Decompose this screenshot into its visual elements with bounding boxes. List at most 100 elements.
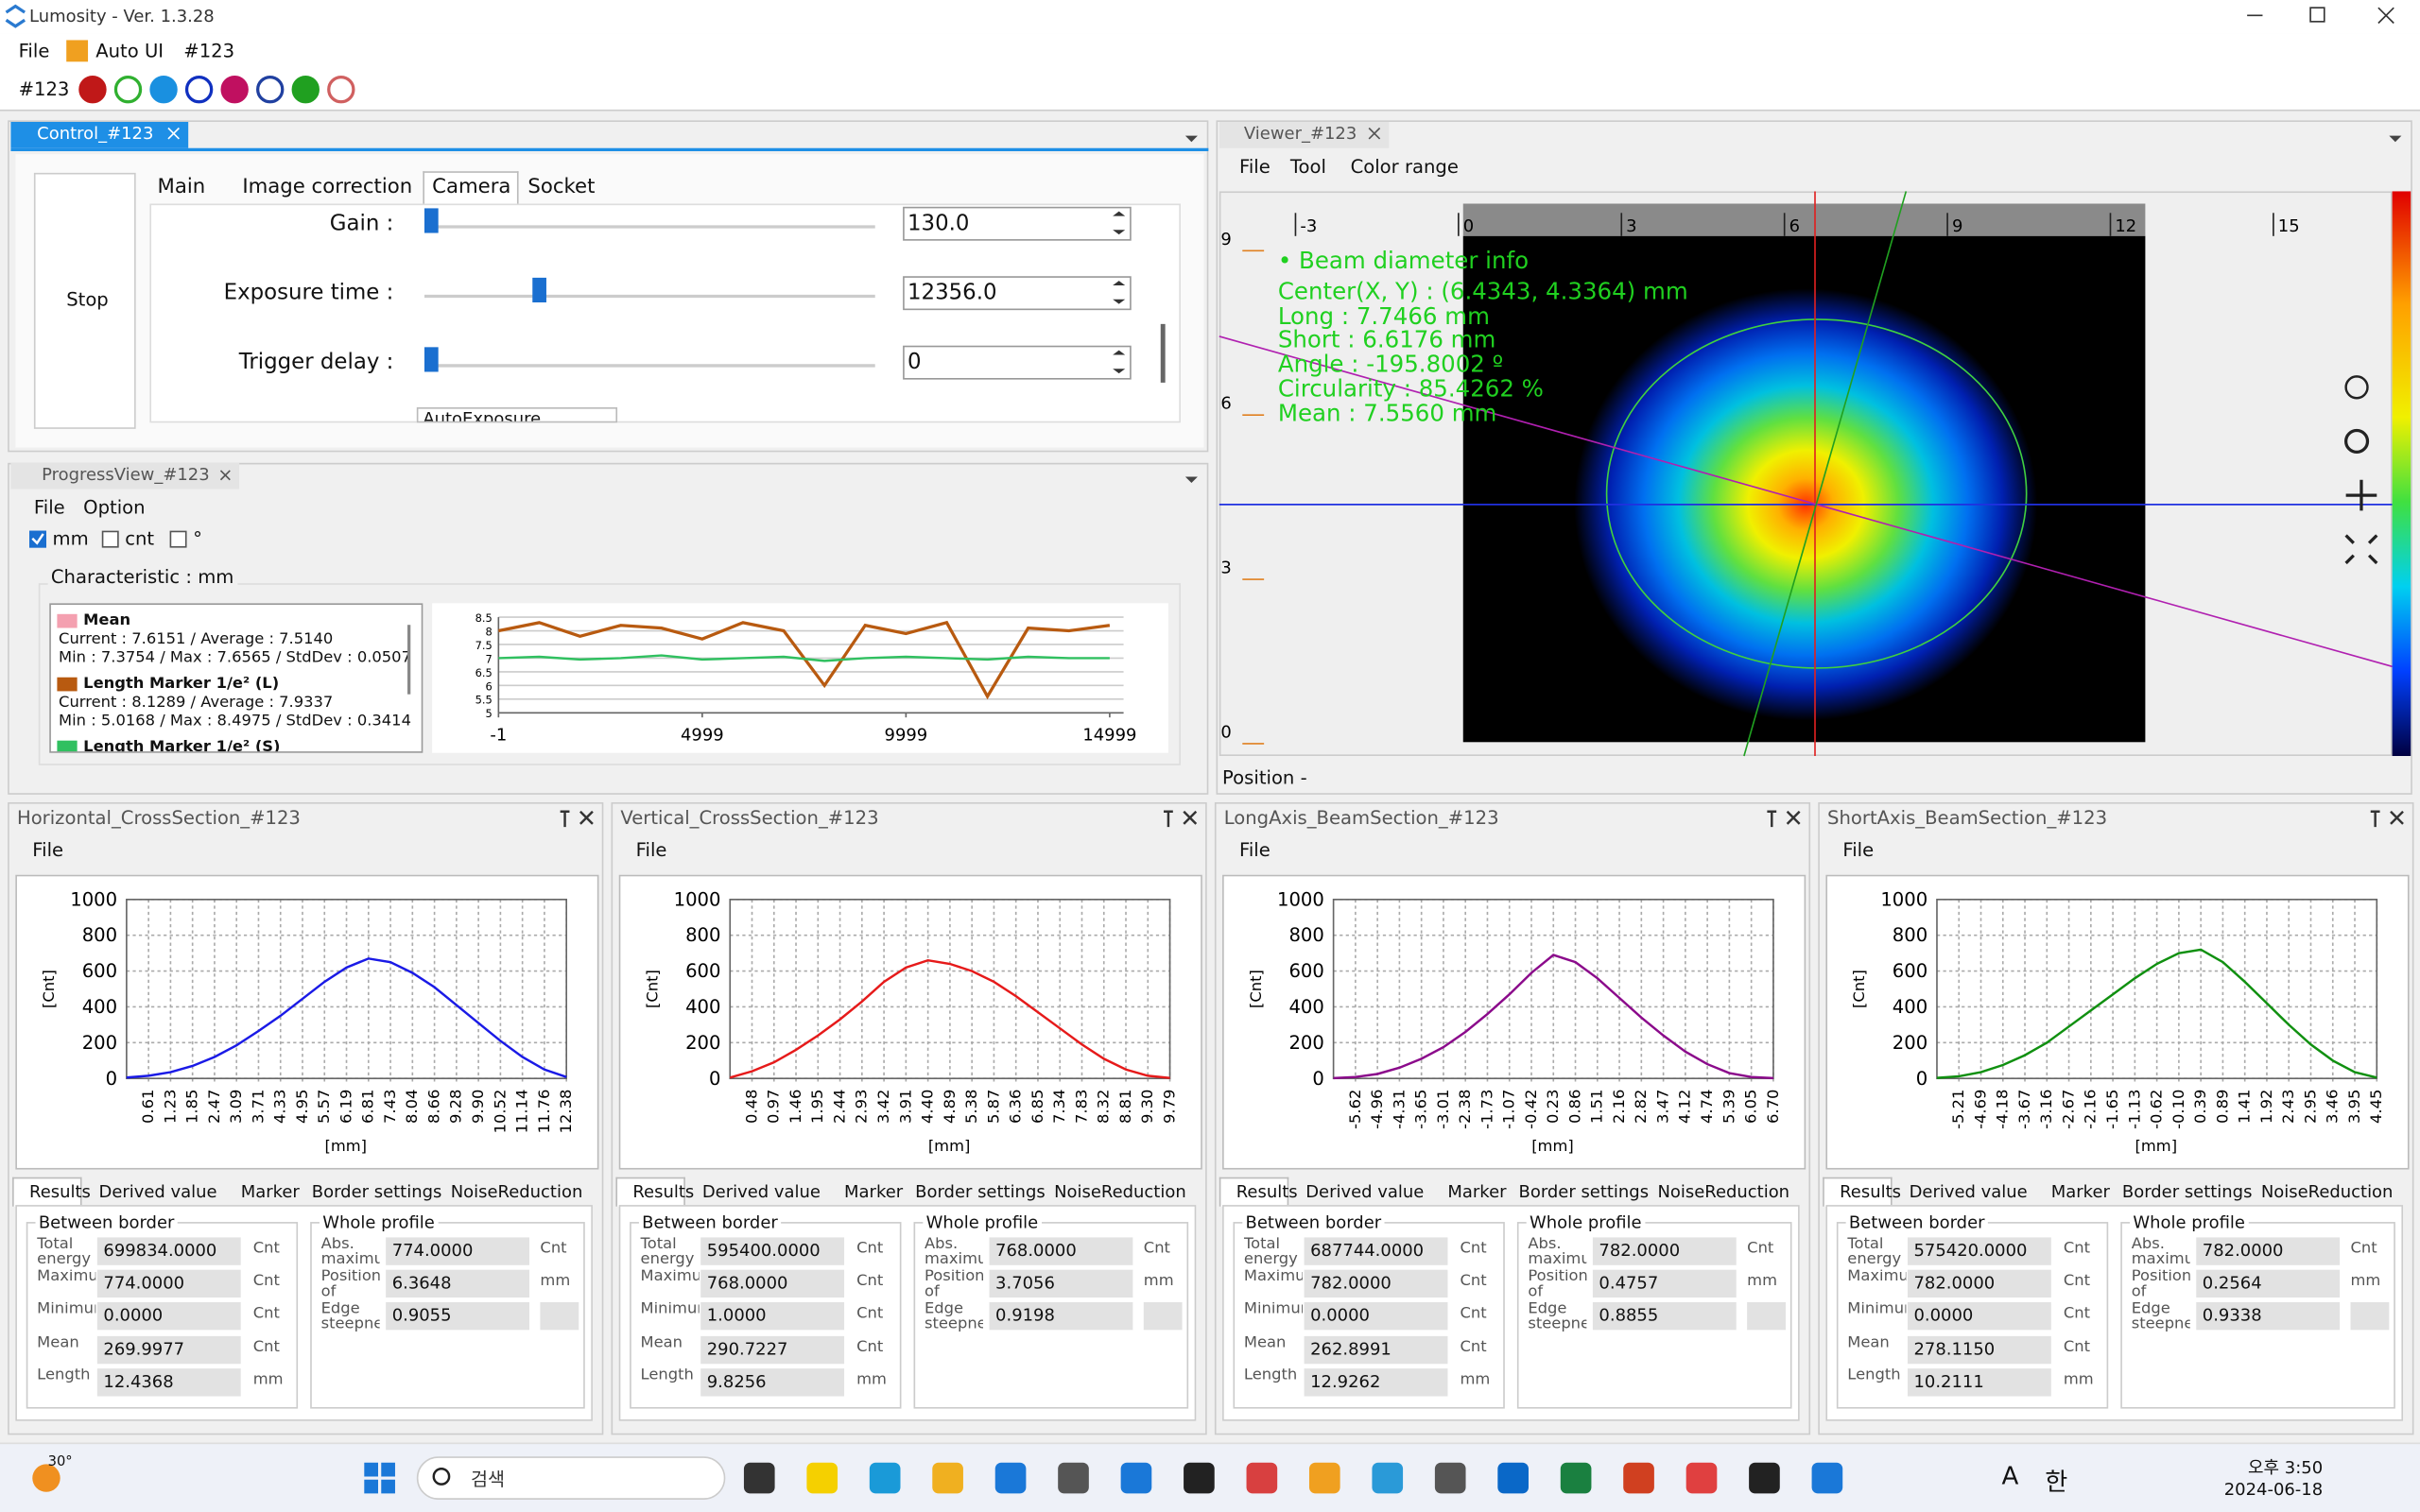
section-menu[interactable]: File xyxy=(1842,839,1875,862)
taskbar-app[interactable] xyxy=(994,1462,1027,1494)
taskbar-app[interactable] xyxy=(932,1462,963,1494)
fit-tool[interactable] xyxy=(2344,534,2378,565)
result-tab[interactable]: Results xyxy=(1236,1181,1298,1202)
toolbar-button[interactable] xyxy=(149,75,178,104)
taskbar-app[interactable] xyxy=(743,1462,775,1494)
start-button[interactable] xyxy=(364,1462,395,1494)
param-label: Trigger delay : xyxy=(238,350,394,375)
result-tab[interactable]: NoiseReduction xyxy=(2260,1181,2394,1202)
checkbox[interactable] xyxy=(169,530,187,548)
slider-thumb[interactable] xyxy=(532,277,546,302)
menu-item[interactable]: #123 xyxy=(183,40,235,62)
toolbar-button[interactable] xyxy=(291,75,320,104)
taskbar-app[interactable] xyxy=(1372,1462,1404,1494)
toolbar-button[interactable] xyxy=(220,75,249,104)
result-tab[interactable]: Marker xyxy=(1447,1181,1507,1202)
toolbar-button[interactable] xyxy=(327,75,355,104)
search-box[interactable] xyxy=(416,1456,726,1500)
result-tab[interactable]: NoiseReduction xyxy=(1657,1181,1790,1202)
taskbar-app[interactable] xyxy=(806,1462,838,1494)
control-tab-item[interactable]: Image correction xyxy=(242,176,413,199)
section-menu[interactable]: File xyxy=(1239,839,1270,862)
taskbar-app[interactable] xyxy=(1497,1462,1529,1494)
taskbar-app[interactable] xyxy=(1058,1462,1089,1494)
viewer-menu-item[interactable]: File xyxy=(1239,155,1270,178)
result-tab[interactable]: Derived value xyxy=(1305,1181,1425,1202)
close-button[interactable] xyxy=(579,810,594,825)
section-menu[interactable]: File xyxy=(32,839,64,862)
close-button[interactable] xyxy=(2390,810,2404,825)
checkbox[interactable] xyxy=(101,530,119,548)
section-menu[interactable]: File xyxy=(635,839,667,862)
pin-button[interactable] xyxy=(2370,810,2380,828)
taskbar-app[interactable] xyxy=(1308,1462,1340,1494)
tray-item[interactable]: A xyxy=(2001,1461,2019,1491)
param-input[interactable] xyxy=(903,206,1132,241)
result-tab[interactable]: Marker xyxy=(2050,1181,2110,1202)
checkbox-label[interactable]: mm xyxy=(52,527,89,550)
progress-menu-item[interactable]: Option xyxy=(83,496,146,519)
viewer-menu-item[interactable]: Color range xyxy=(1350,155,1459,178)
taskbar-app[interactable] xyxy=(1685,1462,1718,1494)
slider-thumb[interactable] xyxy=(424,347,439,372)
result-tab[interactable]: Derived value xyxy=(701,1181,821,1202)
pin-button[interactable] xyxy=(560,810,570,828)
result-tab[interactable]: Marker xyxy=(844,1181,904,1202)
x-tick-label: 0.39 xyxy=(2191,1090,2209,1124)
x-tick-label: 3.91 xyxy=(896,1090,914,1124)
result-tab[interactable]: Results xyxy=(632,1181,695,1202)
checkbox-label[interactable]: cnt xyxy=(125,527,155,550)
taskbar-app[interactable] xyxy=(1560,1462,1592,1494)
zoom-tool[interactable] xyxy=(2343,428,2370,454)
viewer-tab[interactable] xyxy=(1219,121,1390,148)
taskbar-app[interactable] xyxy=(1184,1462,1215,1494)
menu-item[interactable]: File xyxy=(18,40,50,62)
taskbar-app[interactable] xyxy=(1120,1462,1152,1494)
progress-tab[interactable] xyxy=(10,462,240,490)
zoom-area-tool[interactable] xyxy=(2344,375,2369,400)
close-button[interactable] xyxy=(1786,810,1801,825)
taskbar-app[interactable] xyxy=(1811,1462,1843,1494)
pin-button[interactable] xyxy=(1767,810,1777,828)
close-button[interactable] xyxy=(1183,810,1198,825)
stop-label[interactable]: Stop xyxy=(66,288,109,311)
result-tab[interactable]: Marker xyxy=(240,1181,300,1202)
result-tab[interactable]: Border settings xyxy=(915,1181,1046,1202)
toolbar-button[interactable] xyxy=(256,75,285,104)
taskbar-app[interactable] xyxy=(1434,1462,1466,1494)
taskbar-app[interactable] xyxy=(1749,1462,1780,1494)
result-tab[interactable]: Border settings xyxy=(311,1181,442,1202)
pin-button[interactable] xyxy=(1164,810,1173,828)
result-tab[interactable]: Derived value xyxy=(1909,1181,2028,1202)
group-title: Whole profile xyxy=(2130,1212,2249,1233)
menu-item[interactable]: Auto UI xyxy=(95,40,164,62)
control-tab[interactable] xyxy=(10,121,189,148)
result-tab[interactable]: NoiseReduction xyxy=(1054,1181,1186,1202)
control-tab-item[interactable]: Main xyxy=(157,176,206,199)
result-unit: Cnt xyxy=(856,1305,884,1323)
toolbar-button[interactable] xyxy=(78,75,107,104)
checkbox-label[interactable]: ° xyxy=(193,527,202,550)
result-tab[interactable]: Border settings xyxy=(2121,1181,2253,1202)
toolbar-button[interactable] xyxy=(184,75,214,104)
result-tab[interactable]: NoiseReduction xyxy=(450,1181,583,1202)
toolbar-button[interactable] xyxy=(113,75,143,104)
progress-menu-item[interactable]: File xyxy=(33,496,65,519)
result-tab[interactable]: Results xyxy=(29,1181,91,1202)
control-tab-item[interactable]: Camera xyxy=(432,176,511,199)
pan-tool[interactable] xyxy=(2345,479,2377,511)
taskbar-app[interactable] xyxy=(1623,1462,1654,1494)
viewer-menu-item[interactable]: Tool xyxy=(1289,155,1326,178)
param-input[interactable] xyxy=(903,345,1132,380)
slider-thumb[interactable] xyxy=(424,208,439,233)
result-tab[interactable]: Results xyxy=(1840,1181,1901,1202)
tray-item[interactable]: 한 xyxy=(2045,1467,2068,1497)
taskbar-app[interactable] xyxy=(1246,1462,1278,1494)
x-tick-label: 5.39 xyxy=(1720,1090,1737,1124)
result-tab[interactable]: Derived value xyxy=(98,1181,217,1202)
param-input[interactable] xyxy=(903,276,1132,311)
taskbar-app[interactable] xyxy=(869,1462,901,1494)
stop-button[interactable] xyxy=(33,172,136,429)
control-tab-item[interactable]: Socket xyxy=(527,176,596,199)
result-tab[interactable]: Border settings xyxy=(1518,1181,1650,1202)
